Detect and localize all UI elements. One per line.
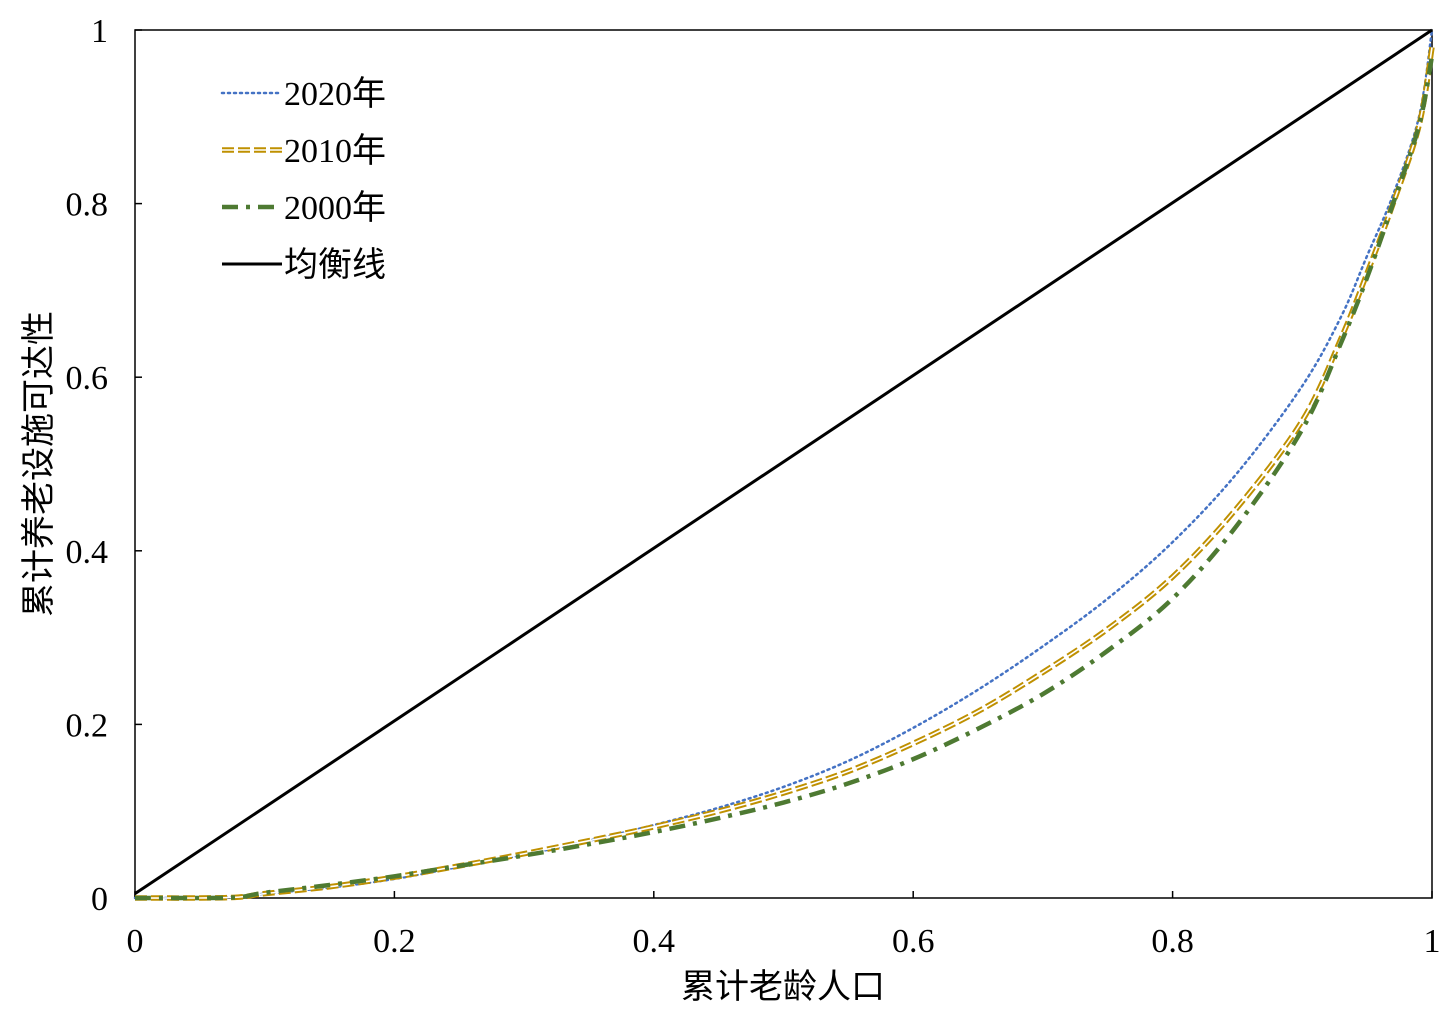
y-tick-label: 0.6 [66,360,109,397]
x-tick-label: 0.2 [373,923,416,960]
x-tick-label: 0 [127,923,144,960]
y-axis-title: 累计养老设施可达性 [19,311,59,617]
series-line-solid-stroke [134,28,1433,895]
series-line-dotted-stroke [133,28,1434,900]
series-line-dash-dot [134,55,1435,901]
y-tick-label: 0 [91,881,108,918]
legend-label: 2020年 [284,75,386,113]
y-axis: 0 0.2 0.4 0.6 0.8 1 [66,13,142,918]
x-axis-title: 累计老龄人口 [681,967,885,1007]
x-tick-label: 0.6 [892,923,935,960]
y-tick-label: 0.8 [66,187,109,224]
y-tick-label: 0.4 [66,534,109,571]
x-tick-label: 1 [1424,923,1441,960]
series-layer [133,28,1435,901]
y-tick-label: 0.2 [66,707,109,744]
x-tick-label: 0.8 [1151,923,1194,960]
x-tick-label: 0.4 [633,923,676,960]
legend-label: 均衡线 [284,246,386,284]
legend-item: 2000年 [222,189,386,227]
y-tick-label: 1 [91,13,108,50]
legend-item: 均衡线 [222,246,386,284]
series-line-solid [134,28,1433,895]
series-line-dash-dot-stroke [134,55,1435,901]
plot-area-frame [134,29,1433,899]
legend-label: 2000年 [284,189,386,227]
series-line-dotted [133,28,1434,900]
legend-label: 2010年 [284,132,386,170]
legend-item: 2010年 [222,132,386,170]
legend-item: 2020年 [220,75,386,113]
x-axis: 0 0.2 0.4 0.6 0.8 1 [127,891,1441,960]
